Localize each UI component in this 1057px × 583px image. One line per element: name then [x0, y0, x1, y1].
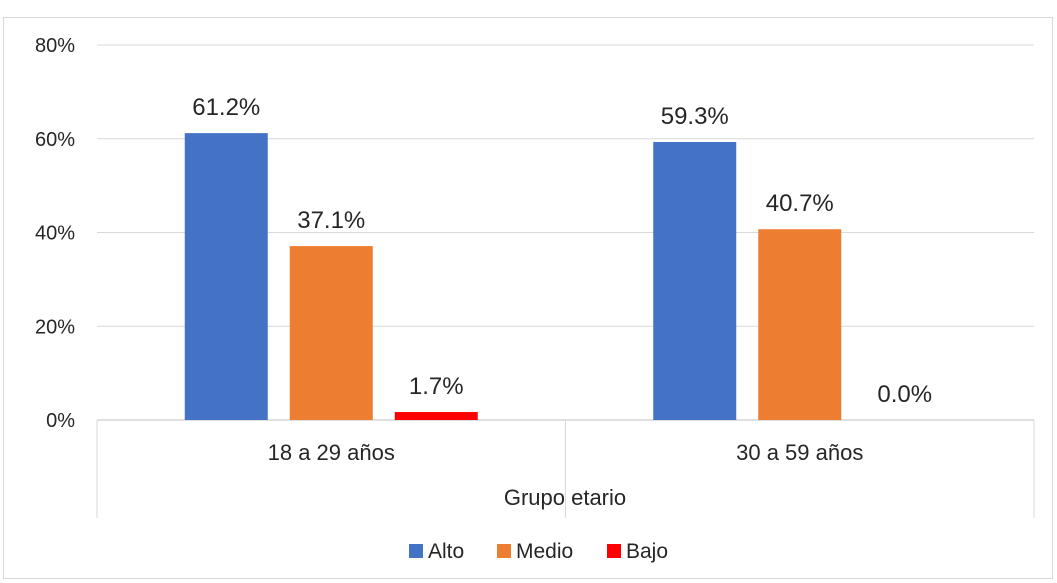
- bar-bajo: [394, 412, 478, 420]
- data-label: 0.0%: [877, 381, 932, 408]
- x-axis: 18 a 29 años 30 a 59 años: [96, 420, 1035, 518]
- data-label: 1.7%: [409, 373, 464, 400]
- bar-alto: [653, 142, 737, 420]
- data-labels: 61.2% 37.1% 1.7% 59.3% 40.7% 0.0%: [192, 94, 932, 408]
- x-tick-label: 18 a 29 años: [268, 440, 395, 465]
- data-label: 37.1%: [297, 207, 365, 234]
- legend-label-bajo: Bajo: [626, 540, 668, 563]
- y-tick-label: 80%: [35, 35, 75, 57]
- legend: Alto Medio Bajo: [409, 540, 668, 563]
- bar-alto: [184, 133, 268, 420]
- x-tick-label: 30 a 59 años: [736, 440, 863, 465]
- y-axis-ticks: 0% 20% 40% 60% 80%: [35, 35, 75, 432]
- data-label: 61.2%: [192, 94, 260, 121]
- y-tick-label: 40%: [35, 223, 75, 245]
- y-tick-label: 60%: [35, 129, 75, 151]
- legend-label-alto: Alto: [428, 540, 464, 563]
- y-tick-label: 0%: [46, 410, 75, 432]
- bar-medio: [289, 246, 373, 420]
- bar-medio: [758, 229, 842, 420]
- bars: [184, 133, 842, 420]
- legend-swatch-medio: [497, 544, 511, 558]
- chart-border: [3, 17, 1053, 579]
- data-label: 40.7%: [766, 190, 834, 217]
- y-tick-label: 20%: [35, 316, 75, 338]
- legend-label-medio: Medio: [516, 540, 573, 563]
- x-axis-title: Grupo etario: [504, 485, 626, 510]
- legend-swatch-bajo: [607, 544, 621, 558]
- data-label: 59.3%: [661, 103, 729, 130]
- legend-swatch-alto: [409, 544, 423, 558]
